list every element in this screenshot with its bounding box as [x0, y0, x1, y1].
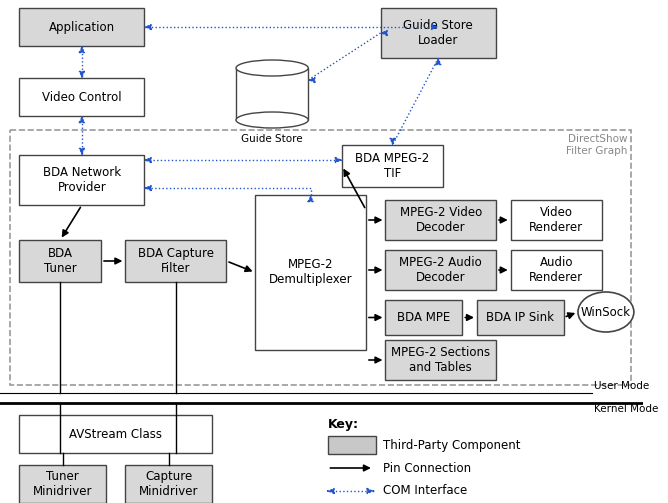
Text: Guide Store
Loader: Guide Store Loader — [403, 19, 473, 47]
FancyBboxPatch shape — [19, 78, 144, 116]
FancyBboxPatch shape — [385, 200, 496, 240]
Text: MPEG-2
Demultiplexer: MPEG-2 Demultiplexer — [269, 259, 353, 287]
Text: User Mode: User Mode — [594, 381, 649, 391]
FancyBboxPatch shape — [385, 300, 462, 335]
FancyBboxPatch shape — [19, 8, 144, 46]
Text: MPEG-2 Sections
and Tables: MPEG-2 Sections and Tables — [391, 346, 490, 374]
Text: BDA Network
Provider: BDA Network Provider — [43, 166, 121, 194]
FancyBboxPatch shape — [255, 195, 366, 350]
Text: BDA Capture
Filter: BDA Capture Filter — [138, 247, 214, 275]
Text: Tuner
Minidriver: Tuner Minidriver — [33, 470, 92, 498]
Text: Kernel Mode: Kernel Mode — [594, 404, 658, 414]
FancyBboxPatch shape — [19, 415, 212, 453]
FancyBboxPatch shape — [477, 300, 564, 335]
FancyBboxPatch shape — [510, 250, 602, 290]
Text: MPEG-2 Video
Decoder: MPEG-2 Video Decoder — [399, 206, 482, 234]
FancyBboxPatch shape — [19, 155, 144, 205]
Text: Application: Application — [49, 21, 115, 34]
Text: Audio
Renderer: Audio Renderer — [529, 256, 583, 284]
Text: Video Control: Video Control — [42, 91, 122, 104]
Ellipse shape — [578, 292, 634, 332]
FancyBboxPatch shape — [125, 465, 212, 503]
Ellipse shape — [236, 60, 308, 76]
FancyBboxPatch shape — [19, 240, 101, 282]
Text: DirectShow
Filter Graph: DirectShow Filter Graph — [566, 134, 627, 155]
Text: BDA MPEG-2
TIF: BDA MPEG-2 TIF — [355, 152, 430, 180]
FancyBboxPatch shape — [236, 68, 308, 120]
Text: Video
Renderer: Video Renderer — [529, 206, 583, 234]
Text: WinSock: WinSock — [581, 305, 631, 318]
Text: BDA IP Sink: BDA IP Sink — [486, 311, 554, 324]
Ellipse shape — [236, 112, 308, 128]
FancyBboxPatch shape — [19, 465, 106, 503]
Text: MPEG-2 Audio
Decoder: MPEG-2 Audio Decoder — [399, 256, 482, 284]
Text: AVStream Class: AVStream Class — [69, 428, 162, 441]
Text: Key:: Key: — [327, 418, 359, 431]
FancyBboxPatch shape — [385, 340, 496, 380]
FancyBboxPatch shape — [327, 436, 375, 454]
Text: Guide Store: Guide Store — [241, 134, 303, 144]
FancyBboxPatch shape — [381, 8, 496, 58]
FancyBboxPatch shape — [510, 200, 602, 240]
FancyBboxPatch shape — [385, 250, 496, 290]
FancyBboxPatch shape — [342, 145, 443, 187]
Text: Pin Connection: Pin Connection — [383, 461, 472, 474]
Text: BDA
Tuner: BDA Tuner — [44, 247, 77, 275]
Text: BDA MPE: BDA MPE — [397, 311, 450, 324]
Text: Capture
Minidriver: Capture Minidriver — [139, 470, 198, 498]
Text: COM Interface: COM Interface — [383, 484, 468, 497]
Text: Third-Party Component: Third-Party Component — [383, 439, 521, 452]
FancyBboxPatch shape — [125, 240, 226, 282]
